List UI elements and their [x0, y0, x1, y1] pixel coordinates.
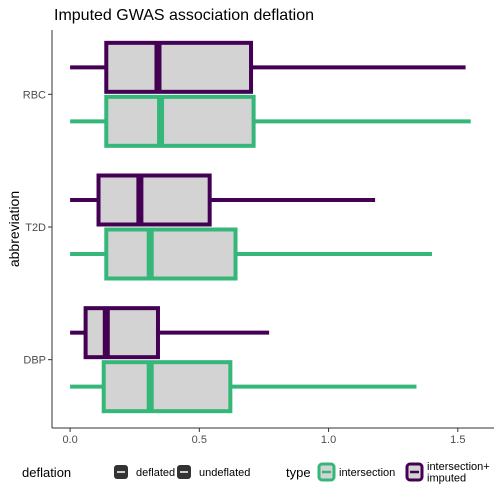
- box-t2d-intersection-imputed: [70, 173, 376, 227]
- chart-title: Imputed GWAS association deflation: [54, 7, 314, 24]
- box-t2d-intersection: [70, 227, 432, 281]
- box-body: [104, 227, 238, 281]
- legend-key-intersection-imputed: [405, 462, 424, 482]
- y-tick-label: T2D: [25, 222, 46, 234]
- legend-key-intersection: [317, 462, 336, 482]
- legend: deflation deflated undeflated type intersect…: [22, 461, 490, 485]
- x-tick-label: 0.0: [62, 434, 77, 446]
- box-body: [104, 40, 254, 94]
- x-axis: 0.0 0.5 1.0 1.5: [52, 427, 494, 446]
- y-axis-title: abbreviation: [6, 191, 22, 267]
- box-dbp-intersection-imputed: [70, 306, 270, 360]
- plot-area: [70, 40, 471, 414]
- y-tick-label: RBC: [23, 89, 46, 101]
- legend-deflation-title: deflation: [22, 465, 71, 480]
- legend-label-intersection-imputed: intersection+ imputed: [427, 461, 490, 485]
- legend-label-deflated: deflated: [136, 467, 175, 479]
- legend-key-deflated: [114, 465, 128, 479]
- x-tick-label: 1.0: [321, 434, 336, 446]
- box-body: [104, 94, 256, 148]
- box-rbc-intersection-imputed: [70, 40, 466, 94]
- box-body: [83, 306, 160, 360]
- legend-label-intersection: intersection: [339, 467, 395, 479]
- x-tick-label: 1.5: [450, 434, 465, 446]
- box-rbc-intersection: [70, 94, 471, 148]
- box-dbp-intersection: [70, 360, 417, 414]
- box-body: [101, 360, 233, 414]
- box-body: [96, 173, 212, 227]
- x-tick-label: 0.5: [192, 434, 207, 446]
- legend-label-undeflated: undeflated: [199, 467, 250, 479]
- y-tick-label: DBP: [23, 355, 46, 367]
- legend-key-undeflated: [177, 465, 191, 479]
- legend-type-title: type: [286, 465, 311, 480]
- y-axis: RBC T2D DBP: [23, 30, 53, 428]
